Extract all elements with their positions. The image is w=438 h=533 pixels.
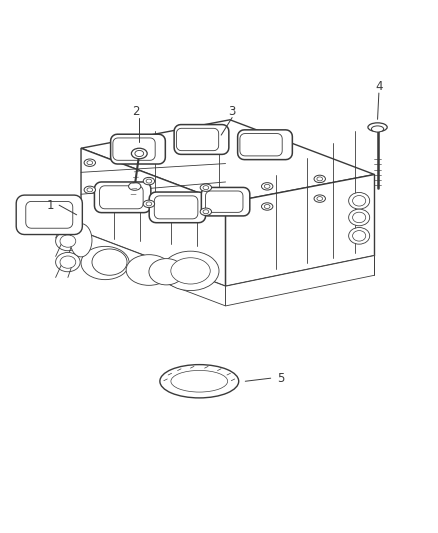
Text: 1: 1 bbox=[46, 199, 54, 212]
Ellipse shape bbox=[368, 123, 387, 132]
Ellipse shape bbox=[60, 256, 76, 268]
Polygon shape bbox=[16, 195, 82, 235]
Ellipse shape bbox=[149, 259, 184, 285]
Polygon shape bbox=[201, 188, 250, 216]
Ellipse shape bbox=[131, 148, 147, 159]
Ellipse shape bbox=[349, 209, 370, 226]
Ellipse shape bbox=[160, 365, 239, 398]
Ellipse shape bbox=[162, 251, 219, 290]
Ellipse shape bbox=[261, 203, 273, 210]
Ellipse shape bbox=[353, 231, 366, 241]
Polygon shape bbox=[81, 231, 226, 306]
Ellipse shape bbox=[349, 228, 370, 244]
Ellipse shape bbox=[353, 212, 366, 223]
Ellipse shape bbox=[84, 159, 95, 166]
Polygon shape bbox=[149, 192, 205, 223]
Ellipse shape bbox=[314, 175, 325, 183]
Polygon shape bbox=[111, 134, 165, 164]
Ellipse shape bbox=[353, 196, 366, 206]
Ellipse shape bbox=[143, 200, 155, 207]
Ellipse shape bbox=[143, 177, 155, 185]
Ellipse shape bbox=[70, 223, 92, 257]
Text: 4: 4 bbox=[375, 80, 383, 93]
Ellipse shape bbox=[200, 184, 212, 191]
Ellipse shape bbox=[92, 249, 127, 275]
Ellipse shape bbox=[200, 208, 212, 215]
Polygon shape bbox=[26, 201, 73, 228]
Text: 2: 2 bbox=[132, 104, 140, 117]
Polygon shape bbox=[226, 255, 374, 306]
Ellipse shape bbox=[84, 186, 95, 193]
Ellipse shape bbox=[56, 231, 80, 251]
Polygon shape bbox=[174, 125, 229, 155]
Text: 5: 5 bbox=[277, 372, 284, 385]
Ellipse shape bbox=[60, 216, 76, 229]
Polygon shape bbox=[95, 182, 151, 213]
Ellipse shape bbox=[349, 192, 370, 209]
Polygon shape bbox=[81, 120, 374, 203]
Ellipse shape bbox=[261, 183, 273, 190]
Text: 3: 3 bbox=[229, 104, 236, 117]
Ellipse shape bbox=[56, 213, 80, 232]
Polygon shape bbox=[238, 130, 292, 159]
Ellipse shape bbox=[126, 255, 172, 285]
Ellipse shape bbox=[56, 253, 80, 272]
Polygon shape bbox=[226, 174, 374, 286]
Polygon shape bbox=[81, 148, 226, 286]
Ellipse shape bbox=[81, 246, 129, 280]
Ellipse shape bbox=[171, 258, 210, 284]
Ellipse shape bbox=[129, 182, 141, 190]
Ellipse shape bbox=[60, 235, 76, 247]
Ellipse shape bbox=[171, 370, 228, 392]
Ellipse shape bbox=[371, 126, 384, 132]
Ellipse shape bbox=[314, 195, 325, 203]
